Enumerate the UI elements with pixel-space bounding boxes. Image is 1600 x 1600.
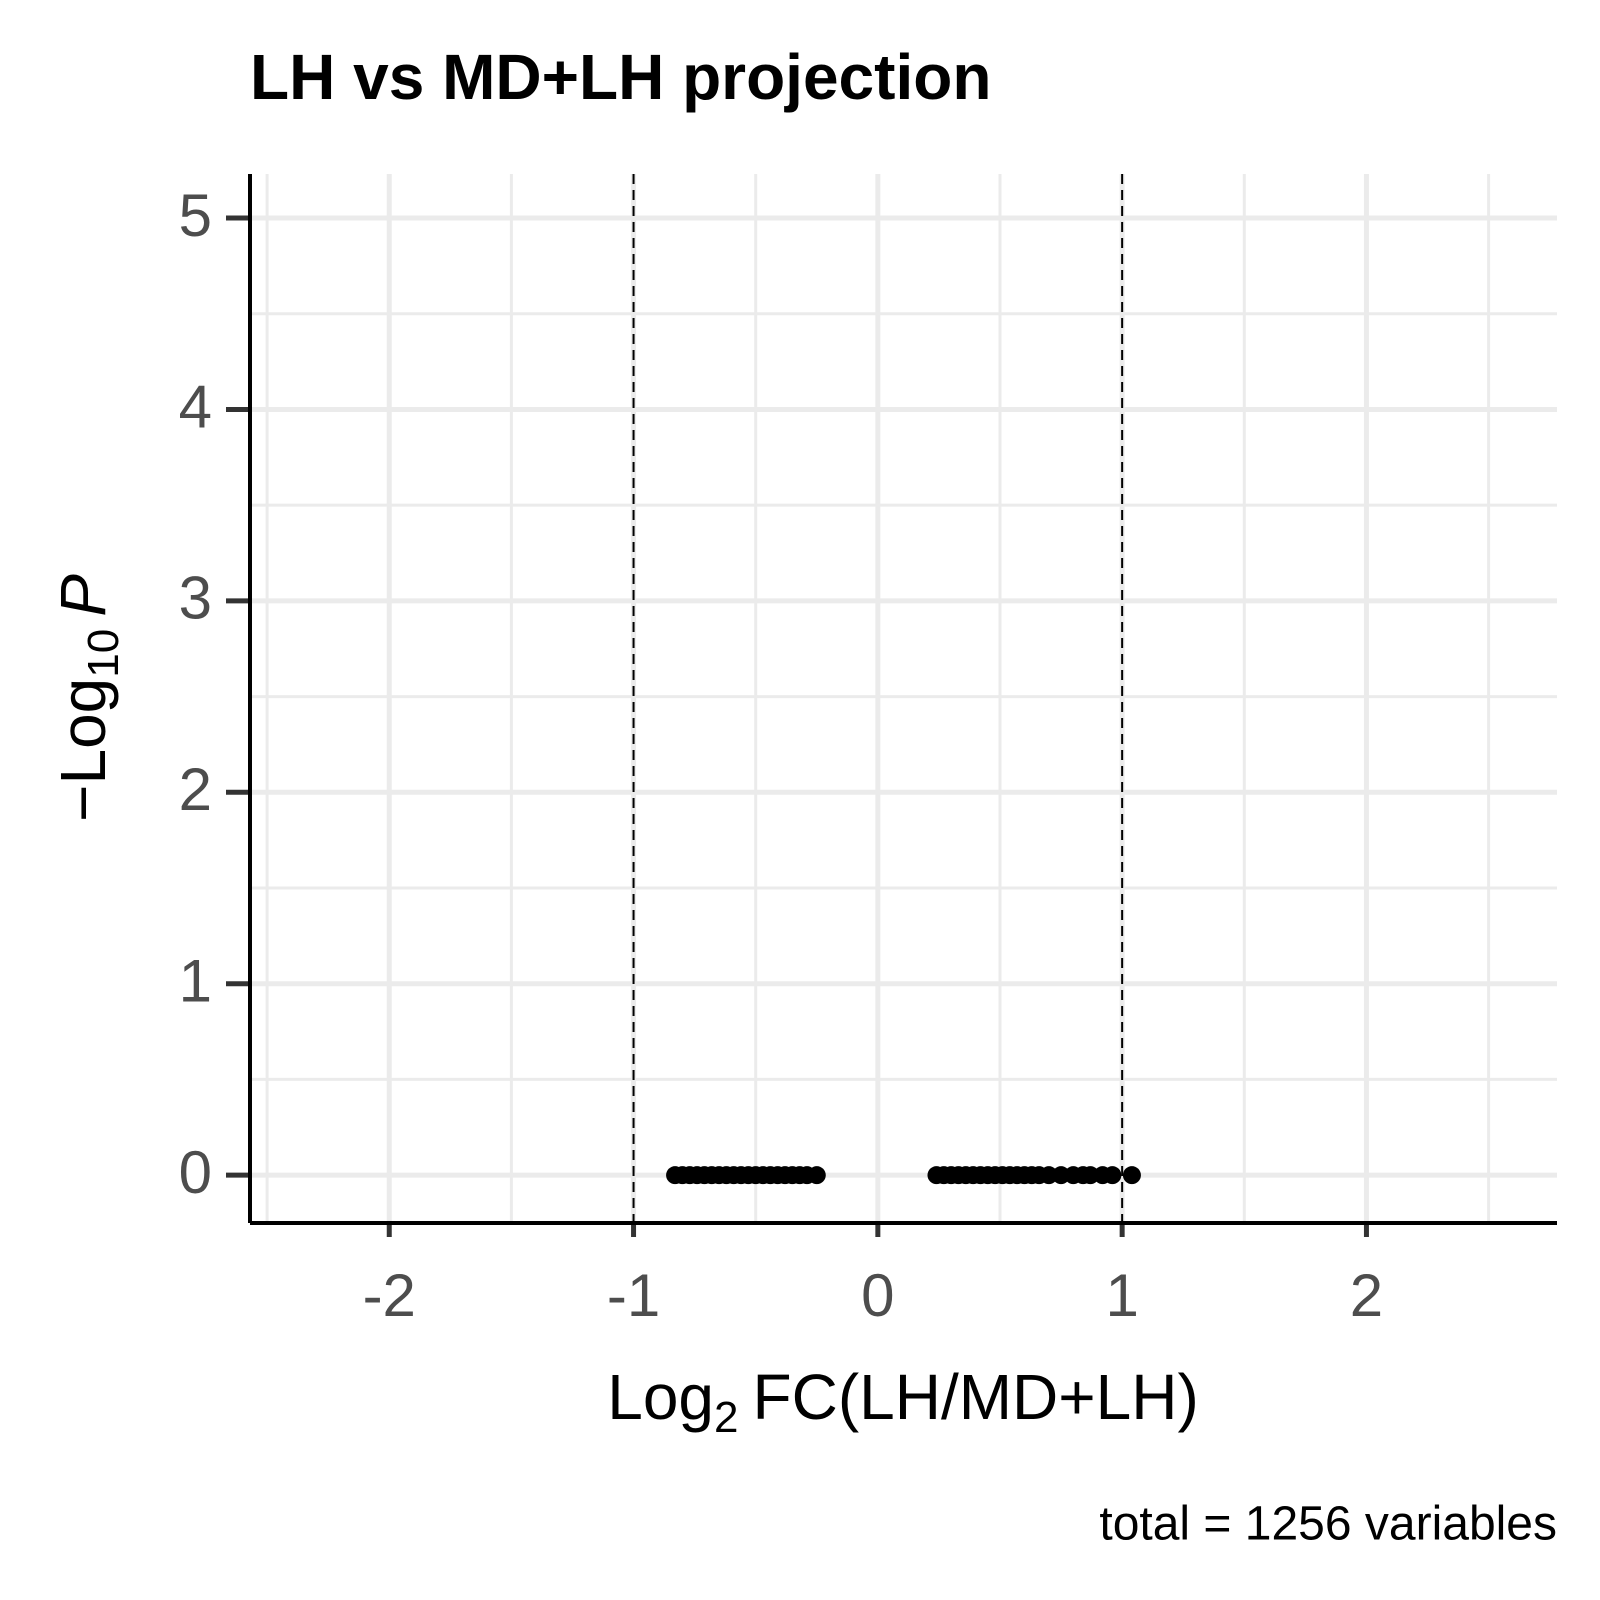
y-tick-label: 0 xyxy=(179,1139,212,1206)
y-label-part: −Log xyxy=(47,678,119,822)
x-tick-label: -2 xyxy=(363,1262,416,1329)
x-tick-label: 2 xyxy=(1350,1262,1383,1329)
x-tick-label: 1 xyxy=(1105,1262,1138,1329)
y-label-sub: 10 xyxy=(79,629,128,678)
y-tick-label: 2 xyxy=(179,756,212,823)
x-tick-label: 0 xyxy=(861,1262,894,1329)
y-label-part: P xyxy=(47,574,119,617)
chart-title: LH vs MD+LH projection xyxy=(250,41,991,113)
y-tick-label: 1 xyxy=(179,948,212,1015)
x-axis-label: Log2 FC(LH/MD+LH) xyxy=(607,1361,1199,1442)
x-label-part: Log xyxy=(607,1361,714,1433)
point xyxy=(807,1166,826,1185)
caption: total = 1256 variables xyxy=(1099,1498,1557,1551)
y-tick-label: 5 xyxy=(179,182,212,249)
y-tick-label: 3 xyxy=(179,565,212,632)
point xyxy=(1122,1166,1141,1185)
point xyxy=(1103,1166,1122,1185)
y-axis-label: −Log10 P xyxy=(47,574,128,822)
x-label-sub: 2 xyxy=(714,1393,738,1442)
x-label-part: FC(LH/MD+LH) xyxy=(753,1361,1199,1433)
x-tick-label: -1 xyxy=(607,1262,660,1329)
y-tick-label: 4 xyxy=(179,373,212,440)
